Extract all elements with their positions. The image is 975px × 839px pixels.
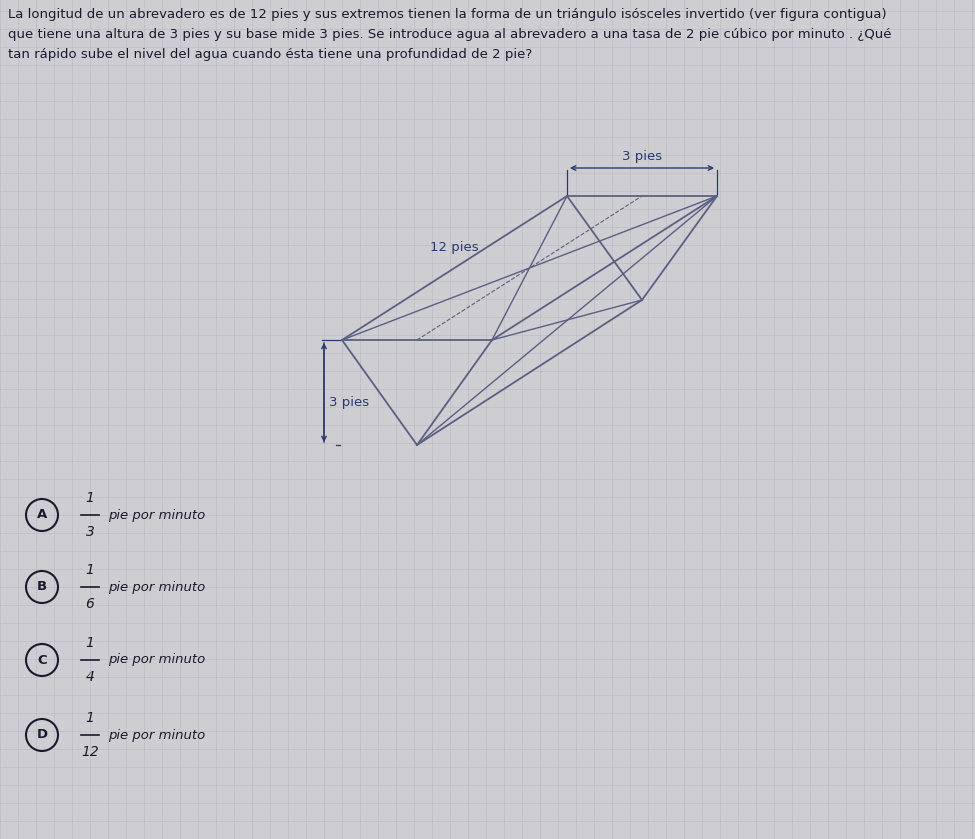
Text: 12: 12: [81, 745, 98, 759]
Text: tan rápido sube el nivel del agua cuando ésta tiene una profundidad de 2 pie?: tan rápido sube el nivel del agua cuando…: [8, 48, 532, 61]
Text: 1: 1: [86, 563, 95, 577]
Text: 3: 3: [86, 525, 95, 539]
Text: 3 pies: 3 pies: [622, 150, 662, 163]
Text: 3 pies: 3 pies: [329, 396, 370, 409]
Text: pie por minuto: pie por minuto: [108, 728, 206, 742]
Text: 6: 6: [86, 597, 95, 611]
Text: 1: 1: [86, 636, 95, 650]
Text: A: A: [37, 508, 47, 522]
Text: B: B: [37, 581, 47, 593]
Text: D: D: [36, 728, 48, 742]
Text: 1: 1: [86, 491, 95, 505]
Text: 1: 1: [86, 711, 95, 725]
Text: C: C: [37, 654, 47, 666]
Text: pie por minuto: pie por minuto: [108, 654, 206, 666]
Text: 4: 4: [86, 670, 95, 684]
Text: La longitud de un abrevadero es de 12 pies y sus extremos tienen la forma de un : La longitud de un abrevadero es de 12 pi…: [8, 8, 886, 21]
Text: que tiene una altura de 3 pies y su base mide 3 pies. Se introduce agua al abrev: que tiene una altura de 3 pies y su base…: [8, 28, 891, 41]
Text: 12 pies: 12 pies: [430, 242, 479, 254]
Text: pie por minuto: pie por minuto: [108, 581, 206, 593]
Text: pie por minuto: pie por minuto: [108, 508, 206, 522]
